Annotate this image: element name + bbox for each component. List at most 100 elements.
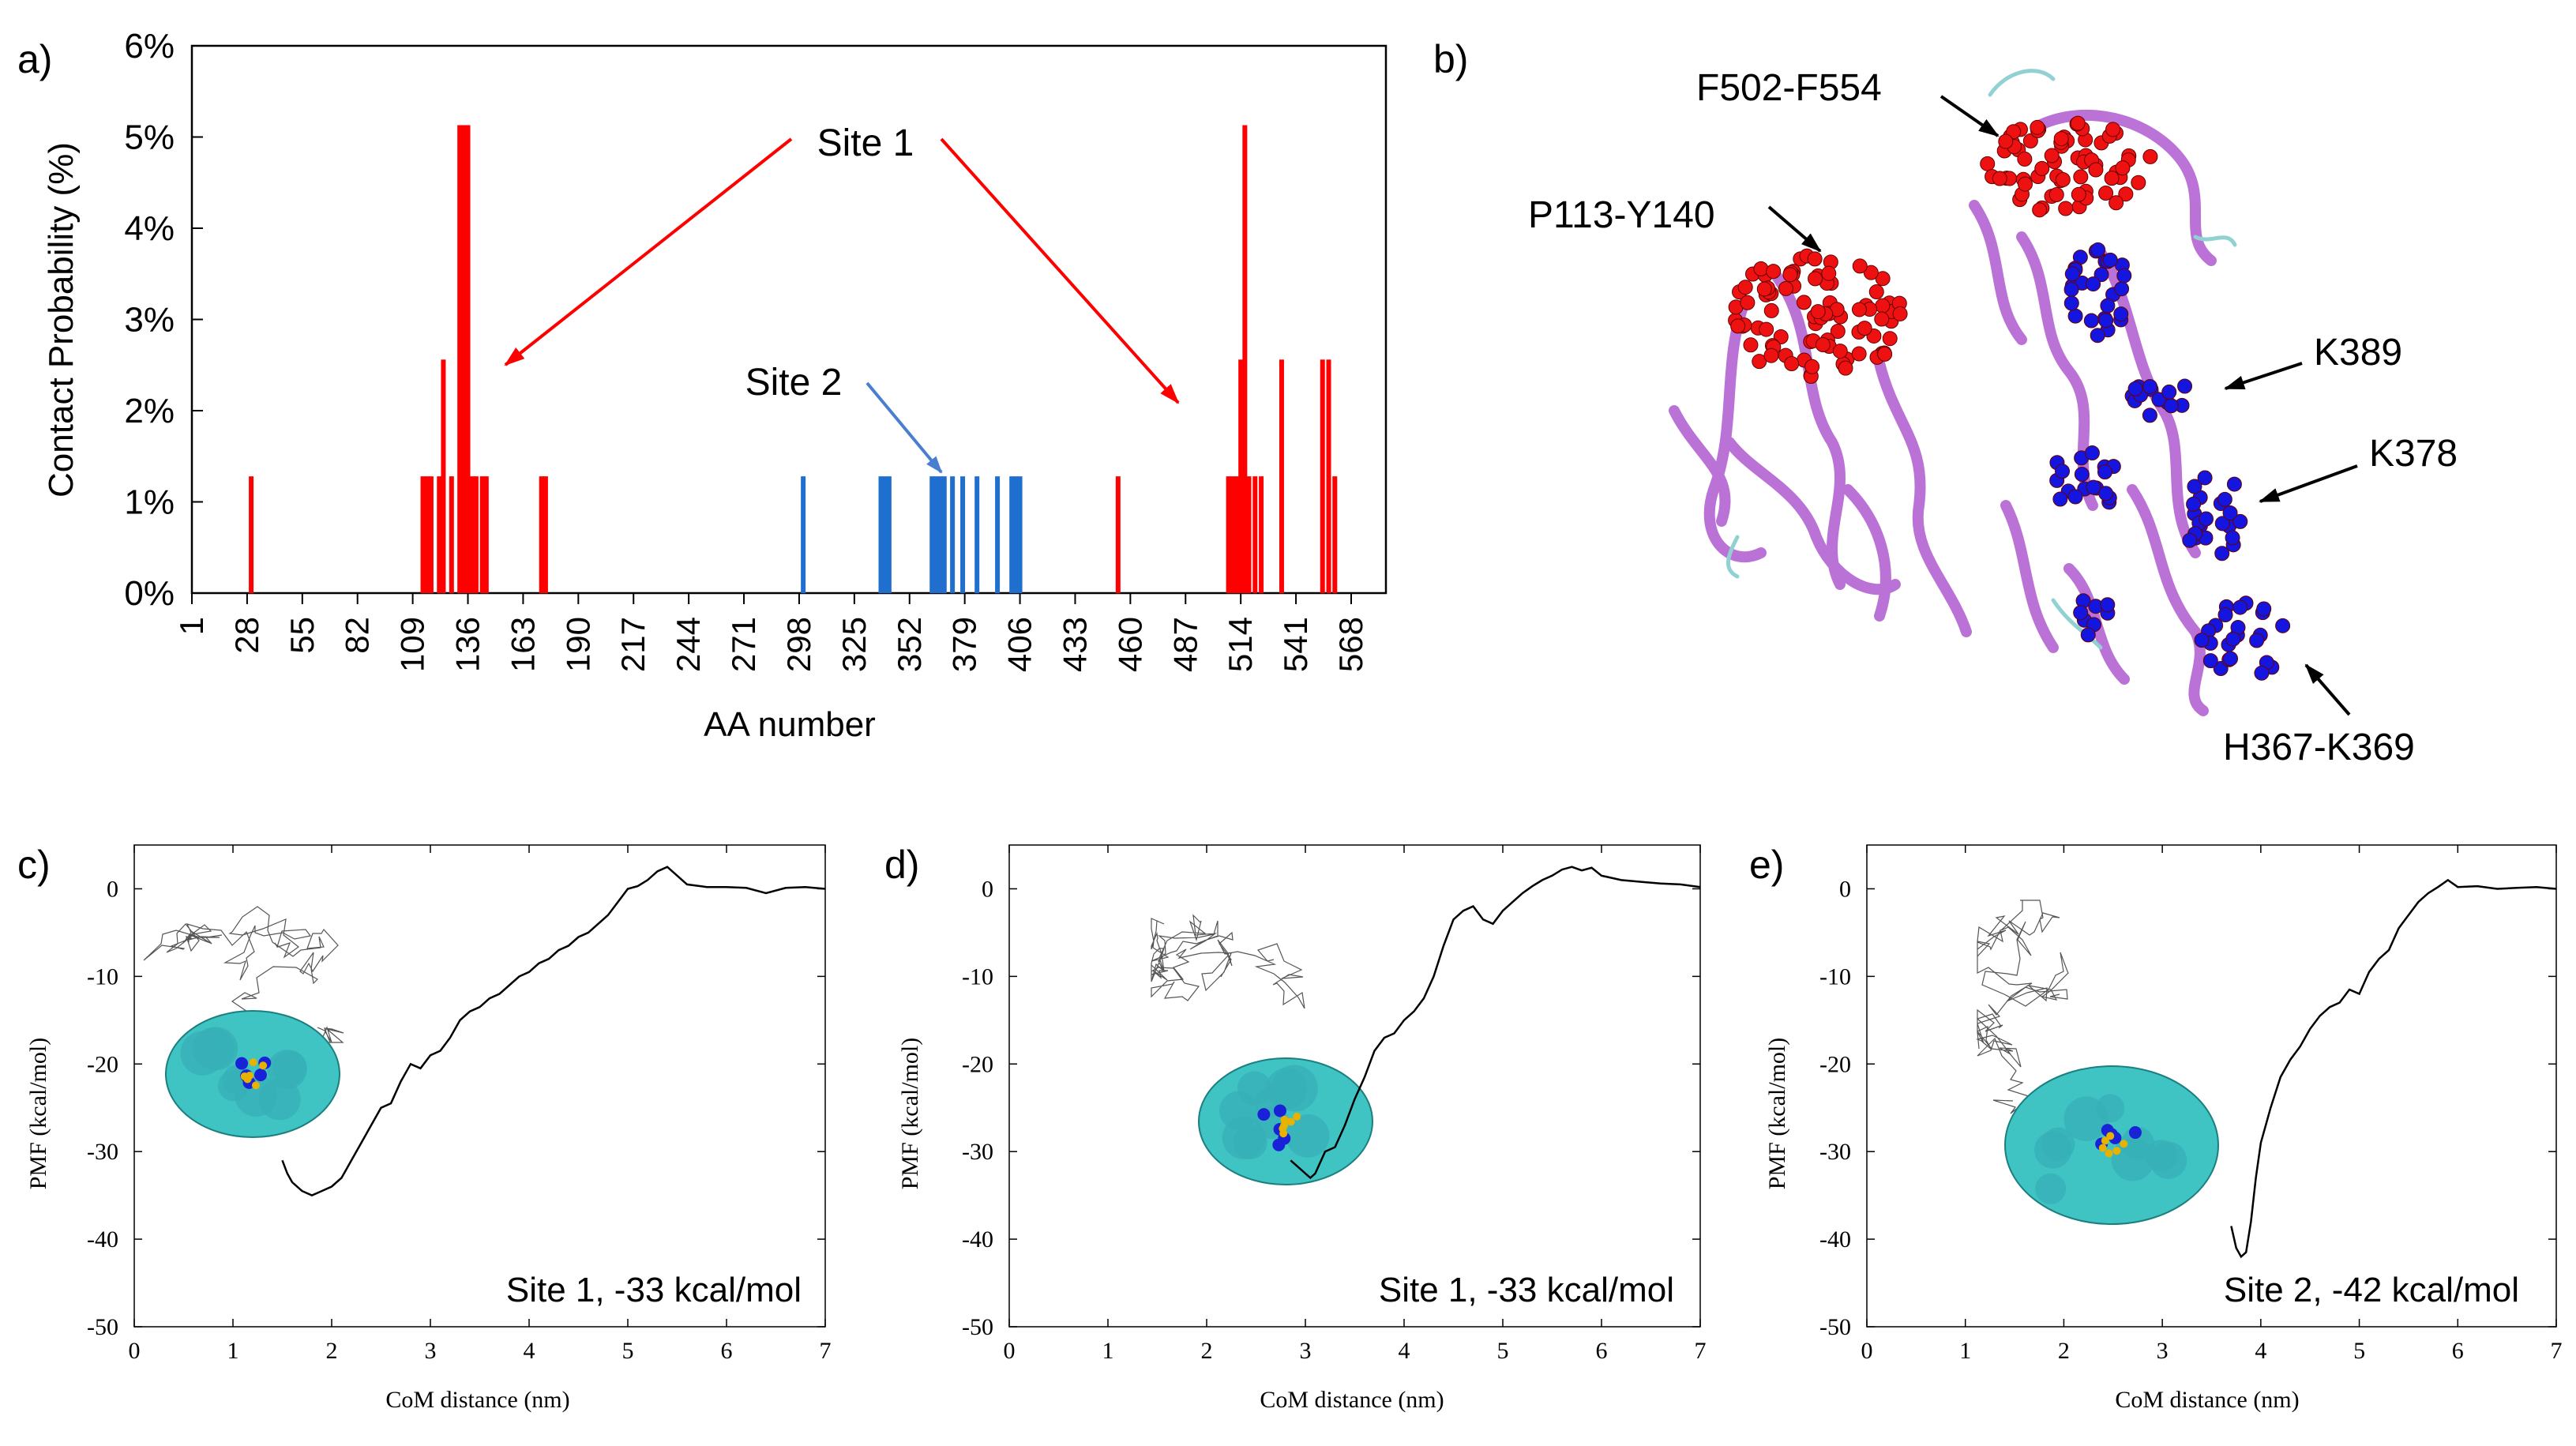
atom-sphere: [1868, 284, 1884, 300]
atom-sphere: [1752, 354, 1767, 370]
atom-sphere: [2098, 486, 2114, 501]
atom-sphere: [2222, 505, 2238, 520]
atom-sphere: [2118, 186, 2134, 202]
atom-sphere: [2071, 186, 2086, 202]
x-tick-label: 55: [284, 617, 321, 654]
atom-sphere: [2017, 151, 2033, 167]
helix-ribbon: [1842, 484, 1891, 622]
plot-frame: [1008, 844, 1701, 1328]
panel-a-x-ticks: 1 28 55 82 109 136 163 190 217 244 271 298 325 352 379…: [173, 593, 1369, 672]
atom-sphere: [2116, 268, 2132, 284]
bar-site1: [1230, 476, 1235, 593]
atom-sphere: [2214, 516, 2230, 531]
ligand-trace: [1151, 914, 1305, 1009]
panel-b: b) F502-F554 P113-Y140 K389 K378 H367-K3…: [1433, 37, 2458, 768]
y-tick-label: 0: [982, 876, 993, 902]
panel-c-label: c): [17, 843, 51, 887]
panel-c-annotation: Site 1, -33 kcal/mol: [506, 1271, 802, 1309]
panel-c-y-axis-label: PMF (kcal/mol): [25, 1038, 51, 1190]
atom-sphere: [1763, 302, 1779, 318]
atom-sphere: [2067, 308, 2083, 324]
atom-sphere: [2080, 627, 2096, 643]
ligand-atom: [259, 1061, 268, 1070]
atom-sphere: [2194, 633, 2210, 648]
x-tick-label: 298: [780, 617, 817, 672]
surface-bump: [2035, 1173, 2067, 1204]
bar-site2: [878, 476, 884, 593]
atom-sphere: [2232, 513, 2248, 529]
bar-site2: [995, 476, 1001, 593]
atom-sphere: [2097, 464, 2112, 480]
x-tick-label: 352: [891, 617, 928, 672]
atom-sphere: [2131, 175, 2146, 190]
y-tick-label: -20: [87, 1051, 118, 1077]
bar-site1: [1259, 476, 1264, 593]
bar-site1: [461, 125, 467, 594]
arrow-k389: [2224, 362, 2303, 390]
atom-sphere: [2084, 445, 2100, 461]
atom-sphere: [1821, 265, 1837, 281]
binding-residue: [1273, 1104, 1286, 1117]
atom-sphere: [1815, 337, 1831, 353]
atom-sphere: [1743, 337, 1759, 353]
bar-site2: [801, 476, 806, 593]
protein-structure: [1669, 69, 2291, 716]
panel-b-label: b): [1433, 37, 1468, 81]
y-tick-label: -10: [87, 963, 118, 990]
x-tick-label: 1: [1102, 1338, 1114, 1364]
x-tick-label: 244: [670, 617, 707, 672]
atom-sphere: [2088, 162, 2104, 178]
panel-a-y-ticks: 0% 1% 2% 3% 4% 5% 6%: [124, 27, 203, 613]
panel-c: c) PMF (kcal/mol) CoM distance (nm) Site…: [17, 843, 832, 1413]
bar-site2: [882, 476, 888, 593]
panel-e-annotation: Site 2, -42 kcal/mol: [2224, 1271, 2519, 1309]
y-tick-label: -50: [87, 1314, 118, 1340]
x-tick-label: 271: [725, 617, 762, 672]
bar-site1: [424, 476, 430, 593]
atom-sphere: [2044, 148, 2060, 163]
x-tick-label: 0: [1004, 1338, 1016, 1364]
atom-sphere: [1759, 321, 1774, 337]
docked-complex-image: [1976, 900, 2219, 1225]
atom-sphere: [1730, 318, 1746, 334]
atom-sphere: [1838, 360, 1853, 376]
bar-site2: [886, 476, 892, 593]
atom-sphere: [2217, 607, 2233, 622]
atom-sphere: [2177, 378, 2193, 394]
y-tick-label: 5%: [124, 118, 175, 157]
helix-ribbon: [1874, 358, 1972, 637]
y-tick-label: -30: [87, 1139, 118, 1165]
atom-sphere: [1992, 171, 2007, 186]
atom-sphere: [2186, 496, 2202, 512]
atom-sphere: [1807, 251, 1823, 267]
panel-c-plot: 0 1 2 3 4 5 6 7 0 -10 -20 -30 -40 -50: [87, 844, 832, 1364]
atom-sphere: [2127, 381, 2143, 396]
x-tick-label: 5: [1497, 1338, 1509, 1364]
x-tick-label: 2: [2058, 1338, 2070, 1364]
atom-sphere: [2030, 119, 2045, 135]
helix-ribbon: [1771, 271, 1846, 590]
x-tick-label: 460: [1111, 617, 1148, 672]
bar-site1: [1332, 476, 1338, 593]
atom-sphere: [2074, 467, 2090, 483]
ligand-atom: [1286, 1117, 1295, 1126]
panel-d-x-axis-label: CoM distance (nm): [1260, 1387, 1444, 1413]
atom-sphere: [2006, 124, 2022, 140]
bar-site1: [479, 476, 485, 593]
bar-site1: [469, 476, 475, 593]
plot-frame: [133, 844, 826, 1328]
x-tick-label: 433: [1056, 617, 1093, 672]
ligand-atom: [1280, 1115, 1289, 1124]
bar-site1: [1115, 476, 1121, 593]
site2-arrow: [866, 381, 943, 474]
atom-sphere: [1877, 346, 1893, 362]
y-tick-label: -20: [962, 1051, 993, 1077]
atom-sphere: [2098, 186, 2114, 201]
y-tick-label: -40: [962, 1226, 993, 1253]
x-tick-label: 190: [559, 617, 596, 672]
bar-site1: [1242, 125, 1248, 594]
atom-sphere: [2202, 653, 2218, 669]
x-tick-label: 5: [2353, 1338, 2365, 1364]
bar-site1: [1246, 476, 1252, 593]
atom-sphere: [1808, 271, 1823, 287]
